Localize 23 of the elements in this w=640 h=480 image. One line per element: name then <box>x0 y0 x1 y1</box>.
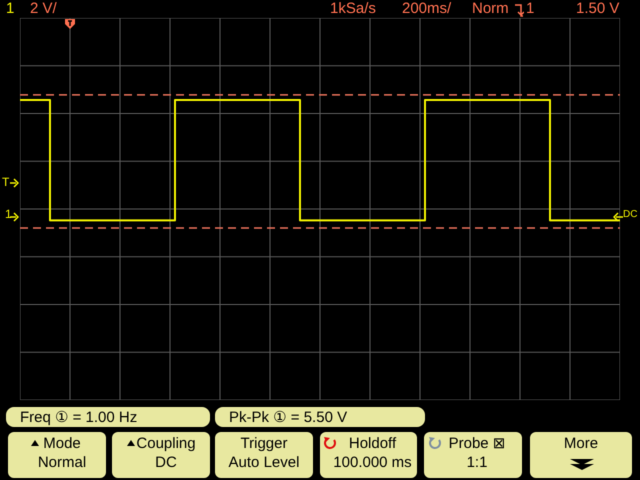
text: Trigger <box>240 435 288 452</box>
text: 1 <box>6 0 14 17</box>
text: 1.50 V <box>576 0 620 17</box>
text: Pk-Pk ① = 5.50 V <box>229 409 348 426</box>
text: Coupling <box>135 435 197 452</box>
text: 1:1 <box>466 454 488 471</box>
text: Norm <box>472 0 509 17</box>
text: 1 <box>5 207 12 221</box>
text: 1kSa/s <box>330 0 376 17</box>
text: More <box>562 435 600 452</box>
text: Holdoff <box>348 435 398 452</box>
text: 2 V/ <box>30 0 57 17</box>
text: 100.000 ms <box>332 454 413 471</box>
text: Freq ① = 1.00 Hz <box>20 409 138 426</box>
text: Auto Level <box>228 454 300 471</box>
text: 200ms/ <box>402 0 452 17</box>
text: Normal <box>36 454 88 471</box>
text: T <box>2 175 10 189</box>
text: DC <box>623 209 638 220</box>
text: Probe ⊠ <box>448 435 506 452</box>
text: 1 <box>526 0 534 17</box>
text: Mode <box>42 435 82 452</box>
text: DC <box>154 454 178 471</box>
